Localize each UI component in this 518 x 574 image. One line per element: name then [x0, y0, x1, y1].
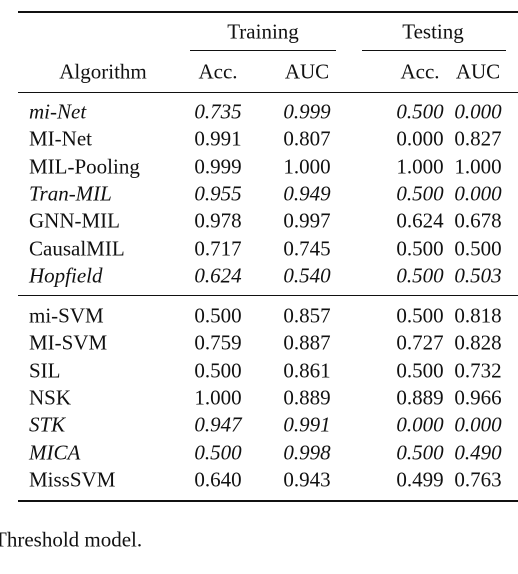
algorithm-name: mi-Net: [29, 99, 87, 124]
table-cell: 0.678: [454, 208, 502, 233]
algorithm-name: MI-SVM: [29, 330, 108, 355]
column-header: Acc.: [198, 59, 238, 84]
table-cell: 0.991: [283, 412, 331, 437]
table-cell: 0.732: [454, 358, 502, 383]
table-cell: 0.500: [396, 236, 444, 260]
table-cell: 0.759: [194, 330, 242, 355]
header-rule: [18, 92, 518, 93]
table-cell: 0.500: [396, 99, 444, 124]
table-cell: 0.889: [396, 385, 444, 410]
table-cell: 0.000: [396, 126, 444, 151]
table-cell: 0.887: [283, 330, 331, 355]
table-cell: 0.827: [454, 126, 502, 151]
column-header: AUC: [284, 59, 330, 84]
table-cell: 0.745: [283, 236, 331, 260]
table-cell: 1.000: [396, 154, 444, 179]
algorithm-name: STK: [29, 412, 66, 437]
group-header: Training: [227, 19, 299, 44]
table-cell: 0.000: [454, 99, 502, 124]
table-cell: 0.828: [454, 330, 502, 355]
table-cell: 0.500: [194, 303, 242, 328]
algorithm-name: MI-Net: [29, 126, 92, 151]
table-cell: 0.997: [283, 208, 331, 233]
table-cell: 0.500: [194, 440, 242, 464]
table-cell: 0.889: [283, 385, 331, 410]
algorithm-name: MissSVM: [29, 467, 116, 492]
group-rule: [190, 50, 336, 51]
table-cell: 0.503: [454, 263, 502, 288]
table-cell: 0.807: [283, 126, 331, 151]
table-cell: 1.000: [194, 385, 242, 410]
table-cell: 0.998: [283, 440, 331, 464]
table-cell: 0.000: [396, 412, 444, 437]
top-rule: [18, 11, 518, 13]
algorithm-name: SIL: [29, 358, 61, 383]
algorithm-name: Tran-MIL: [29, 181, 112, 206]
group-rule: [362, 50, 506, 51]
table-cell: 0.861: [283, 358, 331, 383]
column-header: Acc.: [400, 59, 440, 84]
column-header: AUC: [455, 59, 501, 84]
table-cell: 0.763: [454, 467, 502, 492]
table-cell: 0.540: [283, 263, 331, 288]
algorithm-name: Hopfield: [29, 263, 103, 288]
algorithm-name: mi-SVM: [29, 303, 104, 328]
table-cell: 0.999: [283, 99, 331, 124]
table-cell: 0.735: [194, 99, 242, 124]
table-cell: 0.500: [396, 303, 444, 328]
algorithm-name: CausalMIL: [29, 236, 125, 260]
table-cell: 0.500: [396, 181, 444, 206]
table-cell: 0.500: [396, 440, 444, 464]
table-cell: 0.999: [194, 154, 242, 179]
algorithm-name: NSK: [29, 385, 72, 410]
mid-rule: [18, 295, 518, 296]
column-header: Algorithm: [59, 59, 147, 84]
table-cell: 0.499: [396, 467, 444, 492]
table-cell: 0.966: [454, 385, 502, 410]
table-cell: 0.991: [194, 126, 242, 151]
table-cell: 1.000: [454, 154, 502, 179]
table-cell: 0.500: [396, 263, 444, 288]
table-cell: 0.490: [454, 440, 502, 464]
table-cell: 0.727: [396, 330, 444, 355]
table-cell: 0.978: [194, 208, 242, 233]
table-cell: 0.000: [454, 181, 502, 206]
table-cell: 0.640: [194, 467, 242, 492]
table-cell: 0.818: [454, 303, 502, 328]
table-cell: 0.624: [194, 263, 242, 288]
table-cell: 0.500: [396, 358, 444, 383]
algorithm-name: MIL-Pooling: [29, 154, 140, 179]
group-header: Testing: [402, 19, 464, 44]
algorithm-name: MICA: [29, 440, 81, 464]
table-cell: 0.949: [283, 181, 331, 206]
table-cell: 0.500: [194, 358, 242, 383]
table-cell: 0.955: [194, 181, 242, 206]
table-cell: 0.947: [194, 412, 242, 437]
table-cell: 0.624: [396, 208, 444, 233]
bottom-rule: [18, 500, 518, 502]
table-cell: 0.857: [283, 303, 331, 328]
table-cell: 0.717: [194, 236, 242, 260]
algorithm-name: GNN-MIL: [29, 208, 120, 233]
caption: Threshold model.: [0, 527, 143, 552]
table-cell: 0.500: [454, 236, 502, 260]
table-cell: 0.943: [283, 467, 331, 492]
table-cell: 0.000: [454, 412, 502, 437]
table-cell: 1.000: [283, 154, 331, 179]
